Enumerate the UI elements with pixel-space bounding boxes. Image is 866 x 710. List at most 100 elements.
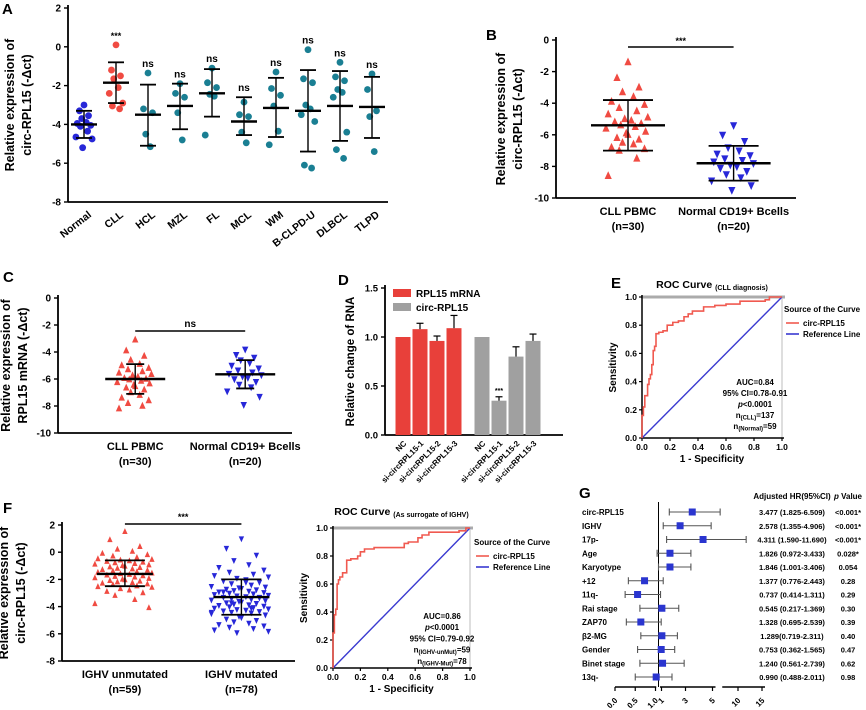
panel-letter-e: E: [611, 275, 622, 292]
svg-text:0.5: 0.5: [625, 696, 640, 710]
svg-text:ns: ns: [366, 60, 378, 71]
svg-text:n(IGHV-Mut)=78: n(IGHV-Mut)=78: [417, 657, 467, 668]
svg-text:1.0: 1.0: [316, 523, 328, 533]
svg-text:(n=59): (n=59): [109, 684, 142, 696]
svg-text:1.0: 1.0: [464, 672, 476, 682]
panel-letter-a: A: [2, 1, 13, 18]
svg-text:0.4: 0.4: [382, 672, 394, 682]
svg-text:-8: -8: [42, 402, 51, 413]
svg-text:***: ***: [495, 388, 503, 395]
svg-text:2: 2: [49, 521, 55, 532]
svg-text:circ-RPL15: circ-RPL15: [803, 319, 845, 328]
svg-text:0.2: 0.2: [354, 672, 366, 682]
svg-text:0.4: 0.4: [316, 607, 328, 617]
svg-text:DLBCL: DLBCL: [314, 209, 350, 241]
svg-text:1: 1: [656, 696, 666, 706]
svg-text:Normal: Normal: [58, 209, 94, 241]
panel-letter-c: C: [3, 269, 14, 286]
svg-text:Relative expression of: Relative expression of: [3, 38, 17, 172]
svg-text:4.311 (1.590-11.690): 4.311 (1.590-11.690): [757, 536, 827, 545]
svg-text:5: 5: [707, 696, 717, 706]
svg-text:***: ***: [178, 512, 189, 522]
svg-text:10: 10: [730, 696, 743, 709]
svg-text:-8: -8: [540, 162, 549, 173]
svg-text:95% CI=0.79-0.92: 95% CI=0.79-0.92: [410, 634, 475, 643]
svg-text:0.545 (0.217-1.369): 0.545 (0.217-1.369): [759, 604, 825, 613]
svg-text:0.39: 0.39: [841, 618, 856, 627]
svg-text:0.0: 0.0: [605, 696, 620, 710]
svg-text:3.477 (1.825-6.509): 3.477 (1.825-6.509): [759, 508, 825, 517]
svg-text:AUC=0.86: AUC=0.86: [423, 612, 461, 621]
svg-text:1.826 (0.972-3.433): 1.826 (0.972-3.433): [759, 549, 825, 558]
svg-text:p Value: p Value: [833, 492, 863, 501]
svg-text:-4: -4: [46, 602, 55, 613]
svg-text:-2: -2: [52, 81, 61, 92]
svg-text:0.98: 0.98: [841, 673, 856, 682]
svg-text:-4: -4: [42, 348, 51, 359]
svg-text:0.29: 0.29: [841, 591, 856, 600]
svg-text:-6: -6: [52, 159, 61, 170]
svg-text:1 - Specificity: 1 - Specificity: [680, 454, 745, 465]
svg-text:1.0: 1.0: [625, 292, 637, 302]
svg-text:WM: WM: [264, 209, 286, 230]
svg-text:CLL PBMC: CLL PBMC: [600, 206, 657, 218]
svg-text:0: 0: [45, 294, 51, 305]
svg-text:-8: -8: [46, 657, 55, 668]
svg-text:-6: -6: [540, 130, 549, 141]
svg-text:(n=30): (n=30): [612, 221, 645, 233]
svg-text:0.054: 0.054: [839, 563, 859, 572]
svg-text:0.8: 0.8: [316, 551, 328, 561]
panel-letter-d: D: [338, 272, 349, 289]
svg-text:***: ***: [111, 31, 122, 41]
svg-text:(n=20): (n=20): [717, 221, 750, 233]
svg-text:0.6: 0.6: [316, 579, 328, 589]
svg-text:n(CLL)=137: n(CLL)=137: [736, 411, 775, 422]
svg-text:0: 0: [55, 42, 61, 53]
svg-text:p<0.0001: p<0.0001: [737, 400, 773, 409]
svg-text:0.4: 0.4: [692, 442, 704, 452]
svg-text:0.2: 0.2: [316, 635, 328, 645]
svg-text:3: 3: [680, 696, 690, 706]
svg-text:ns: ns: [206, 54, 218, 65]
svg-text:CLL PBMC: CLL PBMC: [107, 441, 164, 453]
svg-text:95% CI=0.78-0.91: 95% CI=0.78-0.91: [723, 389, 788, 398]
svg-text:-4: -4: [540, 99, 549, 110]
svg-text:0.30: 0.30: [841, 604, 856, 613]
svg-text:ns: ns: [238, 83, 250, 94]
svg-text:Gender: Gender: [582, 646, 610, 655]
svg-text:0.8: 0.8: [625, 320, 637, 330]
panel-letter-b: B: [486, 27, 497, 44]
svg-text:-10: -10: [37, 429, 52, 440]
svg-text:AUC=0.84: AUC=0.84: [736, 378, 774, 387]
svg-text:Reference Line: Reference Line: [493, 563, 551, 572]
svg-text:<0.001*: <0.001*: [835, 536, 861, 545]
svg-text:Age: Age: [582, 549, 598, 558]
svg-text:Normal CD19+ Bcells: Normal CD19+ Bcells: [678, 206, 789, 218]
svg-text:15: 15: [754, 696, 767, 709]
svg-text:1.5: 1.5: [365, 284, 379, 295]
svg-text:Relative expression of: Relative expression of: [494, 52, 508, 186]
svg-text:ns: ns: [270, 58, 282, 69]
svg-text:11q-: 11q-: [582, 591, 598, 600]
svg-text:(n=20): (n=20): [229, 456, 262, 468]
svg-text:Reference Line: Reference Line: [803, 330, 861, 339]
svg-text:0.4: 0.4: [625, 377, 637, 387]
svg-text:+12: +12: [582, 577, 596, 586]
svg-text:RPL15 mRNA (-Δct): RPL15 mRNA (-Δct): [16, 307, 30, 423]
svg-text:0.8: 0.8: [437, 672, 449, 682]
svg-text:(n=78): (n=78): [225, 684, 258, 696]
svg-text:-8: -8: [52, 198, 61, 209]
svg-text:0.028*: 0.028*: [837, 549, 859, 558]
svg-text:ns: ns: [302, 36, 314, 47]
svg-text:0.40: 0.40: [841, 632, 856, 641]
svg-text:1.846 (1.001-3.406): 1.846 (1.001-3.406): [759, 563, 825, 572]
svg-text:-2: -2: [46, 575, 55, 586]
svg-text:0.5: 0.5: [365, 382, 379, 393]
svg-text:MZL: MZL: [165, 209, 190, 232]
svg-text:0.2: 0.2: [625, 405, 637, 415]
svg-text:IGHV: IGHV: [582, 522, 602, 531]
svg-text:circ-RPL15: circ-RPL15: [493, 552, 535, 561]
svg-text:Normal CD19+ Bcells: Normal CD19+ Bcells: [190, 441, 301, 453]
svg-text:ROC Curve (CLL diagnosis): ROC Curve (CLL diagnosis): [656, 279, 768, 292]
